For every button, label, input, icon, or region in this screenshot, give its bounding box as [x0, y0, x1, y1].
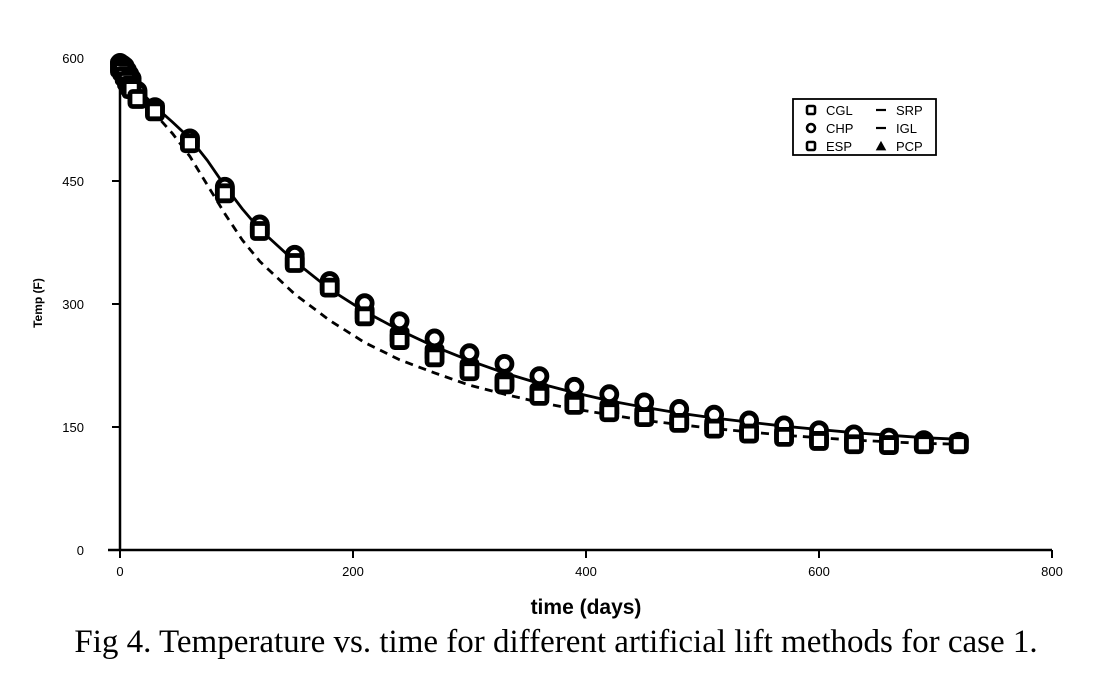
legend-label-cgl: CGL — [826, 103, 853, 118]
data-point-series-3 — [249, 221, 270, 241]
y-tick-label: 600 — [62, 51, 84, 66]
data-point-series-3 — [948, 434, 969, 455]
x-tick-label: 0 — [116, 564, 123, 579]
data-point-series-3 — [879, 435, 899, 455]
legend: CGL SRP CHP IGL ESP PCP — [792, 98, 937, 156]
data-point-series-3 — [127, 89, 148, 109]
legend-marker-pcp — [875, 140, 887, 151]
legend-marker-chp — [805, 122, 817, 134]
data-point-series-2 — [564, 376, 585, 397]
axes: 0 200 400 600 800 0 150 300 450 600 — [62, 51, 1063, 579]
data-point-series-3 — [599, 402, 620, 423]
legend-label-esp: ESP — [826, 139, 852, 154]
figure-caption: Fig 4. Temperature vs. time for differen… — [74, 624, 1038, 660]
model-curve-2-dashed — [118, 63, 959, 446]
data-points — [110, 53, 969, 455]
x-tick-label: 200 — [342, 564, 364, 579]
data-point-series-3 — [739, 423, 759, 444]
x-tick-label: 600 — [808, 564, 830, 579]
y-axis-title: Temp (F) — [31, 278, 45, 328]
data-point-series-3 — [494, 374, 515, 395]
data-point-series-3 — [634, 407, 655, 428]
data-point-series-3 — [214, 183, 235, 204]
legend-box — [792, 98, 937, 156]
data-point-series-3 — [179, 133, 200, 154]
data-point-series-3 — [145, 101, 165, 122]
x-axis-title: time (days) — [531, 596, 642, 619]
data-point-series-3 — [389, 330, 410, 350]
data-point-series-2 — [529, 366, 550, 387]
data-point-series-3 — [459, 361, 480, 382]
data-point-series-2 — [389, 311, 410, 332]
data-point-series-3 — [704, 418, 725, 439]
legend-label-igl: IGL — [896, 121, 917, 136]
data-point-series-2 — [459, 343, 480, 364]
data-point-series-2 — [599, 384, 620, 405]
y-tick-label: 450 — [62, 174, 84, 189]
data-point-series-2 — [424, 328, 445, 349]
data-point-series-2 — [494, 353, 515, 374]
y-tick-label: 150 — [62, 420, 84, 435]
data-point-series-3 — [424, 347, 445, 368]
data-point-series-3 — [354, 306, 375, 327]
data-point-series-3 — [844, 434, 864, 455]
x-tick-label: 400 — [575, 564, 597, 579]
data-point-series-3 — [529, 385, 550, 406]
temperature-chart: 0 200 400 600 800 0 150 300 450 600 CGL SRP CHP IGL E… — [31, 51, 1063, 619]
legend-marker-esp — [805, 140, 817, 152]
legend-marker-cgl — [805, 104, 817, 116]
data-point-series-3 — [913, 434, 934, 455]
x-tick-label: 800 — [1041, 564, 1063, 579]
legend-label-chp: CHP — [826, 121, 853, 136]
data-point-series-3 — [774, 426, 794, 447]
data-point-series-3 — [319, 277, 340, 298]
data-point-series-3 — [564, 394, 585, 415]
y-tick-label: 300 — [62, 297, 84, 312]
data-point-series-3 — [809, 431, 829, 451]
legend-label-pcp: PCP — [896, 139, 923, 154]
legend-label-srp: SRP — [896, 103, 923, 118]
data-point-series-3 — [669, 412, 690, 433]
y-tick-label: 0 — [77, 543, 84, 558]
data-point-series-3 — [284, 253, 305, 273]
